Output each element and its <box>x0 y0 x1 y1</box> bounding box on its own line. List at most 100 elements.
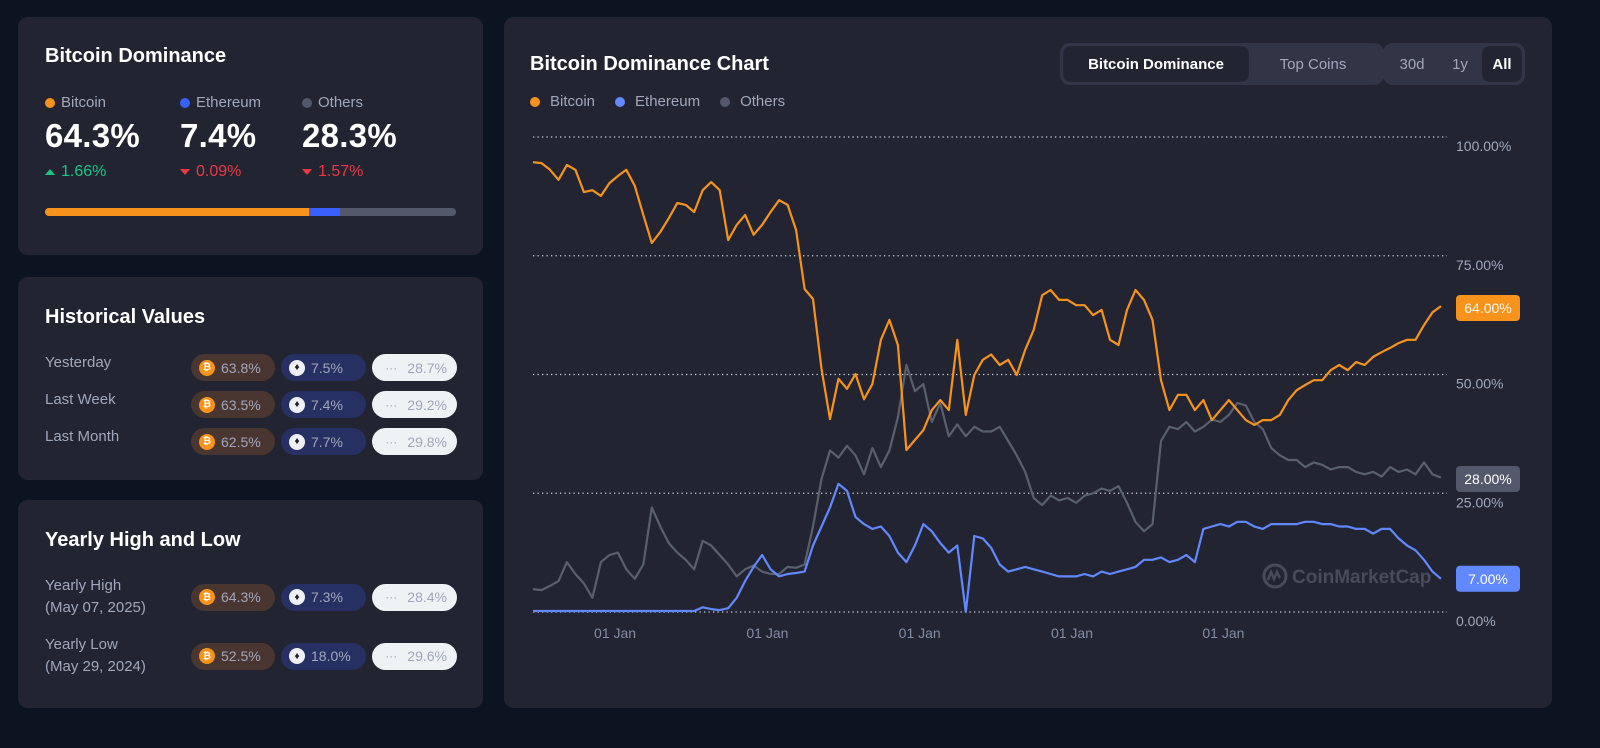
legend-label: Others <box>740 93 786 110</box>
caret-down-icon <box>180 169 190 175</box>
ellipsis-icon: ··· <box>385 397 398 412</box>
ethereum-icon: ♦ <box>289 589 305 605</box>
others-value: 28.7% <box>407 359 447 376</box>
watermark: CoinMarketCap <box>1262 563 1431 589</box>
dominance-bar-ethereum <box>309 208 340 216</box>
bitcoin-dot-icon <box>530 96 540 107</box>
others-value: 29.6% <box>407 648 447 664</box>
eth-value: 18.0% <box>311 648 351 664</box>
x-tick-label: 01 Jan <box>899 625 941 641</box>
others-pill: ··· 29.8% <box>372 428 457 455</box>
historical-values-card: Historical Values Yesterday ₿ 63.8% ♦ 7.5%… <box>18 277 483 480</box>
eth-pill: ♦ 7.5% <box>281 354 366 381</box>
chart-legend: Bitcoin Ethereum Others <box>530 93 785 110</box>
series-line-ethereum[interactable] <box>533 482 1442 614</box>
ellipsis-icon: ··· <box>385 649 398 663</box>
legend-label: Ethereum <box>635 93 701 110</box>
legend-item-others[interactable]: Others <box>720 93 785 110</box>
tab-bitcoin-dominance[interactable]: Bitcoin Dominance <box>1063 46 1249 82</box>
dominance-progress-bar <box>45 208 456 216</box>
bitcoin-icon: ₿ <box>199 648 215 664</box>
dominance-line-chart[interactable]: 0.00%25.00%50.00%75.00%100.00% 01 Jan 01 … <box>504 17 1552 708</box>
eth-pill: ♦ 18.0% <box>281 642 366 670</box>
yearly-title: Yearly High and Low <box>45 529 241 551</box>
btc-pill: ₿ 64.3% <box>191 583 275 611</box>
others-dot-icon <box>302 97 312 108</box>
dominance-label: Ethereum <box>196 94 262 111</box>
historical-row: Yesterday ₿ 63.8% ♦ 7.5% ··· 28.7% <box>45 354 457 381</box>
x-tick-label: 01 Jan <box>1202 625 1244 641</box>
yearly-row: Yearly High (May 07, 2025) ₿ 64.3% ♦ 7.3% … <box>45 575 457 619</box>
btc-pill: ₿ 52.5% <box>191 642 275 670</box>
bitcoin-icon: ₿ <box>199 433 215 450</box>
tab-top-coins[interactable]: Top Coins <box>1279 55 1347 73</box>
coinmarketcap-logo-mark <box>1266 568 1282 583</box>
eth-value: 7.4% <box>311 396 343 413</box>
row-label: Yearly High (May 07, 2025) <box>45 575 191 619</box>
y-tick-label: 0.00% <box>1456 613 1496 629</box>
watermark-text: CoinMarketCap <box>1292 567 1431 588</box>
range-30d[interactable]: 30d <box>1399 55 1425 73</box>
caret-up-icon <box>45 169 55 175</box>
ellipsis-icon: ··· <box>385 434 398 449</box>
dominance-card: Bitcoin Dominance Bitcoin 64.3% 1.66% Et… <box>18 17 483 255</box>
btc-pill: ₿ 63.8% <box>191 354 275 381</box>
bitcoin-dot-icon <box>45 97 55 108</box>
row-label: Last Month <box>45 427 120 445</box>
dominance-change: 1.66% <box>61 163 107 180</box>
legend-item-ethereum[interactable]: Ethereum <box>615 93 700 110</box>
ethereum-dot-icon <box>180 97 190 108</box>
range-1y[interactable]: 1y <box>1452 55 1468 73</box>
end-label-badge <box>1456 565 1520 592</box>
dominance-change: 0.09% <box>196 163 242 180</box>
caret-down-icon <box>302 169 312 175</box>
btc-value: 62.5% <box>221 433 261 450</box>
ethereum-icon: ♦ <box>289 359 305 376</box>
row-label: Last Week <box>45 390 116 408</box>
series-line-bitcoin[interactable] <box>532 161 1442 452</box>
btc-value: 64.3% <box>221 589 261 605</box>
coinmarketcap-logo-icon <box>1262 563 1288 589</box>
others-pill: ··· 29.6% <box>372 642 457 670</box>
y-tick-label: 100.00% <box>1456 138 1511 154</box>
time-range-toggle: 30d 1y All <box>1383 43 1525 85</box>
btc-value: 52.5% <box>221 648 261 664</box>
series-lines <box>532 161 1442 614</box>
chart-title: Bitcoin Dominance Chart <box>530 53 769 75</box>
x-tick-label: 01 Jan <box>1051 625 1093 641</box>
eth-value: 7.7% <box>311 433 343 450</box>
row-label: Yesterday <box>45 353 112 371</box>
bitcoin-icon: ₿ <box>199 396 215 413</box>
ethereum-icon: ♦ <box>289 648 305 664</box>
series-line-others[interactable] <box>532 363 1442 599</box>
row-label-date: (May 07, 2025) <box>45 599 146 616</box>
legend-item-bitcoin[interactable]: Bitcoin <box>530 93 595 110</box>
gridlines <box>533 136 1447 613</box>
yearly-high-low-card: Yearly High and Low Yearly High (May 07,… <box>18 500 483 708</box>
others-dot-icon <box>720 96 731 107</box>
others-pill: ··· 29.2% <box>372 391 457 418</box>
historical-row: Last Week ₿ 63.5% ♦ 7.4% ··· 29.2% <box>45 391 457 418</box>
y-tick-label: 75.00% <box>1456 257 1503 273</box>
dominance-value: 7.4% <box>180 117 257 154</box>
eth-value: 7.3% <box>311 589 343 605</box>
row-label-name: Yearly High <box>45 577 122 594</box>
end-label-text: 64.00% <box>1464 300 1511 316</box>
dominance-others: Others 28.3% 1.57% <box>302 94 397 181</box>
range-all[interactable]: All <box>1482 46 1522 82</box>
eth-pill: ♦ 7.3% <box>281 583 366 611</box>
row-label: Yearly Low (May 29, 2024) <box>45 634 191 678</box>
eth-pill: ♦ 7.7% <box>281 428 366 455</box>
eth-value: 7.5% <box>311 359 343 376</box>
ethereum-dot-icon <box>615 96 626 107</box>
dominance-chart-card: Bitcoin Dominance Chart Bitcoin Ethereum… <box>504 17 1552 708</box>
dominance-value: 64.3% <box>45 117 141 154</box>
btc-value: 63.5% <box>221 396 261 413</box>
dominance-bar-bitcoin <box>45 208 310 216</box>
others-value: 29.2% <box>407 396 447 413</box>
end-label-badge <box>1456 466 1520 492</box>
x-axis-ticks: 01 Jan 01 Jan 01 Jan 01 Jan 01 Jan <box>594 625 1244 641</box>
yearly-row: Yearly Low (May 29, 2024) ₿ 52.5% ♦ 18.0% … <box>45 634 457 678</box>
eth-pill: ♦ 7.4% <box>281 391 366 418</box>
end-labels: 64.00% 28.00% 7.00% <box>1456 295 1520 592</box>
